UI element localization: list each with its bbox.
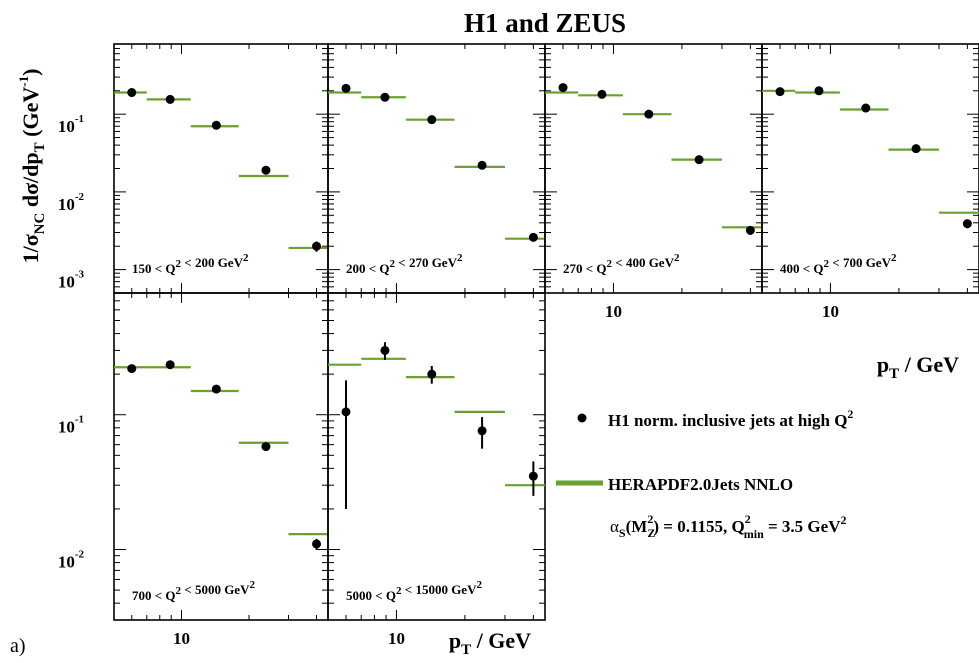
- data-point: [127, 88, 137, 98]
- panel-grid: 10-3 10-2 10-1 150 < Q2 < 200 GeV2 200 < Q2 …: [58, 43, 979, 648]
- bin-label: 700 < Q2 < 5000 GeV2: [132, 579, 255, 603]
- data-point: [380, 92, 390, 102]
- chart-panel-5: 10-2 10-1 10 700 < Q2 < 5000 GeV2: [58, 292, 329, 648]
- bin-label: 150 < Q2 < 200 GeV2: [132, 252, 249, 276]
- figure-tag: a): [10, 635, 26, 657]
- data-point: [211, 384, 221, 394]
- data-point: [165, 94, 175, 104]
- chart-panel-2: 200 < Q2 < 270 GeV2: [327, 43, 546, 294]
- data-point: [558, 83, 568, 93]
- chart-panel-1: 10-3 10-2 10-1 150 < Q2 < 200 GeV2: [58, 43, 329, 294]
- data-point: [261, 165, 271, 175]
- y-tick-label: 10-1: [58, 113, 84, 136]
- data-point: [694, 155, 704, 165]
- y-tick-label: 10-2: [58, 549, 85, 572]
- bin-label: 5000 < Q2 < 15000 GeV2: [346, 579, 482, 603]
- data-point: [427, 115, 437, 125]
- data-point: [528, 471, 538, 481]
- data-point: [962, 219, 972, 229]
- data-point: [775, 87, 785, 97]
- legend-theory-label: HERAPDF2.0Jets NNLO: [608, 475, 793, 494]
- bin-label: 270 < Q2 < 400 GeV2: [563, 252, 680, 276]
- data-point: [644, 109, 654, 119]
- x-tick-label: 10: [605, 302, 622, 321]
- x-tick-label: 10: [822, 302, 839, 321]
- data-point: [165, 360, 175, 370]
- legend: H1 norm. inclusive jets at high Q2 HERAP…: [556, 407, 853, 541]
- x-axis-label-right: pT / GeV: [877, 352, 959, 382]
- data-point: [211, 120, 221, 130]
- x-axis-label-bottom: pT / GeV: [449, 628, 531, 658]
- data-point: [911, 144, 921, 154]
- panel-frame: [327, 292, 546, 621]
- chart-panel-3: 10 270 < Q2 < 400 GeV2: [544, 43, 763, 321]
- bin-label: 200 < Q2 < 270 GeV2: [346, 252, 463, 276]
- data-point: [528, 232, 538, 242]
- data-point: [341, 407, 351, 417]
- data-point: [597, 89, 607, 99]
- legend-data-marker: [577, 413, 587, 423]
- data-point: [427, 369, 437, 379]
- data-point: [341, 83, 351, 93]
- legend-theory-sublabel: αS(MZ2) = 0.1155, Q2 min = 3.5 GeV2: [610, 512, 846, 541]
- y-axis-label: 1/σNC dσ/dpT (GeV-1): [16, 69, 48, 264]
- data-point: [380, 345, 390, 355]
- x-tick-label: 10: [388, 629, 405, 648]
- bin-label: 400 < Q2 < 700 GeV2: [780, 252, 897, 276]
- data-point: [861, 103, 871, 113]
- data-point: [127, 364, 137, 374]
- panel-frame: [113, 292, 329, 621]
- data-point: [312, 241, 322, 251]
- chart-panel-6: 10 5000 < Q2 < 15000 GeV2: [327, 292, 546, 648]
- data-point: [814, 86, 824, 96]
- y-tick-label: 10-3: [58, 269, 85, 292]
- chart-panel-4: 10 400 < Q2 < 700 GeV2: [761, 43, 979, 321]
- legend-data-label: H1 norm. inclusive jets at high Q2: [608, 407, 853, 430]
- data-point: [312, 539, 322, 549]
- y-tick-label: 10-2: [58, 191, 85, 214]
- data-point: [477, 426, 487, 436]
- x-tick-label: 10: [173, 629, 190, 648]
- chart-title: H1 and ZEUS: [464, 8, 626, 38]
- data-point: [261, 442, 271, 452]
- y-tick-label: 10-1: [58, 414, 84, 437]
- data-point: [745, 225, 755, 235]
- data-point: [477, 160, 487, 170]
